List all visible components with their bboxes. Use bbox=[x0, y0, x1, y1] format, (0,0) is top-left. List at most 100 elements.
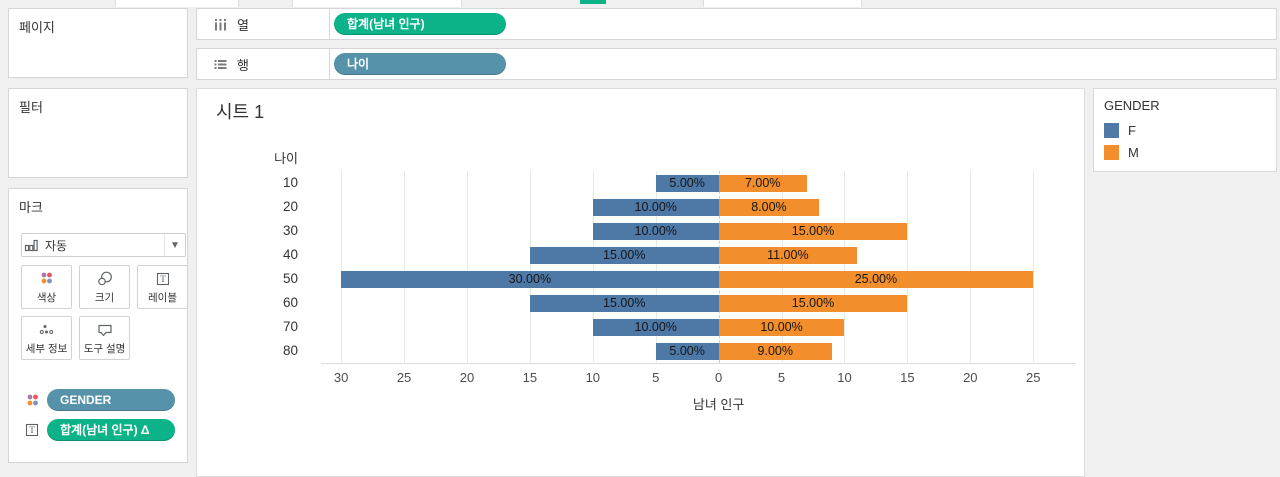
pyramid-bar-f[interactable]: 30.00% bbox=[341, 270, 719, 288]
x-tick-label: 25 bbox=[396, 370, 412, 385]
row-header-label[interactable]: 50 bbox=[282, 271, 298, 286]
bar-value-label: 5.00% bbox=[669, 344, 705, 358]
x-tick-label: 15 bbox=[522, 370, 538, 385]
pyramid-bar-f[interactable]: 15.00% bbox=[529, 246, 719, 264]
color-dots-icon bbox=[38, 270, 56, 288]
x-tick-label: 20 bbox=[459, 370, 475, 385]
detail-dots-icon bbox=[38, 321, 56, 339]
pyramid-bar-m[interactable]: 8.00% bbox=[718, 198, 820, 216]
marks-pill[interactable]: GENDER bbox=[47, 389, 175, 411]
gridline bbox=[404, 171, 406, 363]
legend-item-label: F bbox=[1128, 122, 1136, 138]
rows-shelf-label-box: 행 bbox=[196, 48, 330, 80]
gridline bbox=[466, 171, 468, 363]
row-header-label[interactable]: 40 bbox=[282, 247, 298, 262]
pyramid-bar-m[interactable]: 15.00% bbox=[718, 222, 908, 240]
x-tick-label: 5 bbox=[777, 370, 786, 385]
marks-button-레이블[interactable]: T 레이블 bbox=[137, 265, 188, 309]
rows-shelf[interactable]: 나이 bbox=[330, 48, 1277, 80]
x-axis-title[interactable]: 남녀 인구 bbox=[692, 397, 745, 412]
color-dots-icon bbox=[23, 391, 41, 409]
x-tick-label: 10 bbox=[585, 370, 601, 385]
x-tick-label: 5 bbox=[652, 370, 660, 385]
pyramid-bar-f[interactable]: 10.00% bbox=[592, 198, 719, 216]
gridline bbox=[1033, 171, 1035, 363]
label-t-icon: T bbox=[23, 421, 41, 439]
columns-pill[interactable]: 합계(남녀 인구) bbox=[334, 13, 506, 35]
legend-item-M[interactable]: M bbox=[1094, 141, 1276, 163]
row-header-label[interactable]: 10 bbox=[282, 175, 298, 190]
gridline bbox=[781, 171, 783, 363]
bar-value-label: 10.00% bbox=[634, 200, 677, 214]
marks-card-title: 마크 bbox=[19, 200, 43, 215]
marks-button-label: 색상 bbox=[36, 291, 57, 304]
bar-value-label: 25.00% bbox=[854, 272, 898, 286]
pyramid-bar-f[interactable]: 15.00% bbox=[529, 294, 719, 312]
pyramid-bar-m[interactable]: 9.00% bbox=[718, 342, 832, 360]
marks-pill-row: GENDER bbox=[23, 389, 175, 411]
columns-shelf[interactable]: 합계(남녀 인구) bbox=[330, 8, 1277, 40]
row-header-label[interactable]: 70 bbox=[282, 319, 298, 334]
filters-shelf-card[interactable]: 필터 bbox=[8, 88, 188, 178]
legend-swatch bbox=[1104, 122, 1119, 138]
svg-text:T: T bbox=[29, 425, 35, 435]
top-strip-fragment bbox=[580, 0, 606, 4]
row-header-label[interactable]: 20 bbox=[282, 199, 298, 214]
pyramid-bar-m[interactable]: 11.00% bbox=[718, 246, 858, 264]
auto-mark-bars-icon bbox=[22, 236, 40, 254]
x-axis-line bbox=[321, 363, 1076, 364]
pages-shelf-card[interactable]: 페이지 bbox=[8, 8, 188, 78]
svg-text:T: T bbox=[160, 274, 166, 284]
rows-icon bbox=[211, 55, 229, 73]
marks-button-세부 정보[interactable]: 세부 정보 bbox=[21, 316, 72, 360]
pyramid-bar-m[interactable]: 7.00% bbox=[718, 174, 807, 192]
columns-icon bbox=[211, 15, 229, 33]
bar-value-label: 8.00% bbox=[751, 200, 787, 214]
chevron-down-icon[interactable]: ▼ bbox=[164, 234, 185, 256]
marks-button-크기[interactable]: 크기 bbox=[79, 265, 130, 309]
row-header-label[interactable]: 80 bbox=[282, 343, 298, 358]
pyramid-bar-m[interactable]: 15.00% bbox=[718, 294, 908, 312]
bar-value-label: 10.00% bbox=[634, 320, 677, 334]
legend-swatch bbox=[1104, 144, 1119, 160]
sheet-title: 시트 1 bbox=[216, 102, 265, 122]
marks-button-label: 도구 설명 bbox=[83, 342, 126, 355]
pyramid-bar-m[interactable]: 25.00% bbox=[718, 270, 1034, 288]
pyramid-bar-f[interactable]: 5.00% bbox=[655, 174, 719, 192]
bar-value-label: 10.00% bbox=[634, 224, 677, 238]
row-header-label[interactable]: 30 bbox=[282, 223, 298, 238]
top-strip-fragment bbox=[115, 0, 239, 7]
marks-pill-row: T 합계(남녀 인구) Δ bbox=[23, 419, 175, 441]
x-tick-label: 25 bbox=[1025, 370, 1041, 385]
rows-pill[interactable]: 나이 bbox=[334, 53, 506, 75]
x-tick-label: 0 bbox=[715, 370, 723, 385]
pyramid-bar-f[interactable]: 5.00% bbox=[655, 342, 719, 360]
marks-button-도구 설명[interactable]: 도구 설명 bbox=[79, 316, 130, 360]
row-header-label[interactable]: 60 bbox=[282, 295, 298, 310]
marks-button-label: 크기 bbox=[94, 291, 115, 304]
gridline bbox=[655, 171, 657, 363]
rows-shelf-label: 행 bbox=[237, 57, 249, 73]
pyramid-bar-f[interactable]: 10.00% bbox=[592, 222, 719, 240]
legend-item-F[interactable]: F bbox=[1094, 119, 1276, 141]
zero-axis-line bbox=[718, 171, 720, 363]
gridline bbox=[592, 171, 594, 363]
pyramid-bar-f[interactable]: 10.00% bbox=[592, 318, 719, 336]
row-field-header[interactable]: 나이 bbox=[274, 151, 298, 166]
marks-pill[interactable]: 합계(남녀 인구) Δ bbox=[47, 419, 175, 441]
x-tick-label: 20 bbox=[963, 370, 978, 385]
columns-shelf-label-box: 열 bbox=[196, 8, 330, 40]
marks-button-색상[interactable]: 색상 bbox=[21, 265, 72, 309]
pyramid-bar-m[interactable]: 10.00% bbox=[718, 318, 845, 336]
columns-shelf-row: 열 합계(남녀 인구) bbox=[196, 8, 1277, 40]
tooltip-bubble-icon bbox=[96, 321, 114, 339]
label-t-icon: T bbox=[154, 270, 172, 288]
pages-shelf-title: 페이지 bbox=[19, 20, 55, 35]
gridline bbox=[529, 171, 531, 363]
sheet-canvas: 시트 1 나이 10 20 30 40 50 60 70 80 5.00% 10.00% 10.00… bbox=[196, 88, 1085, 477]
mark-type-dropdown[interactable]: 자동 ▼ bbox=[21, 233, 186, 257]
